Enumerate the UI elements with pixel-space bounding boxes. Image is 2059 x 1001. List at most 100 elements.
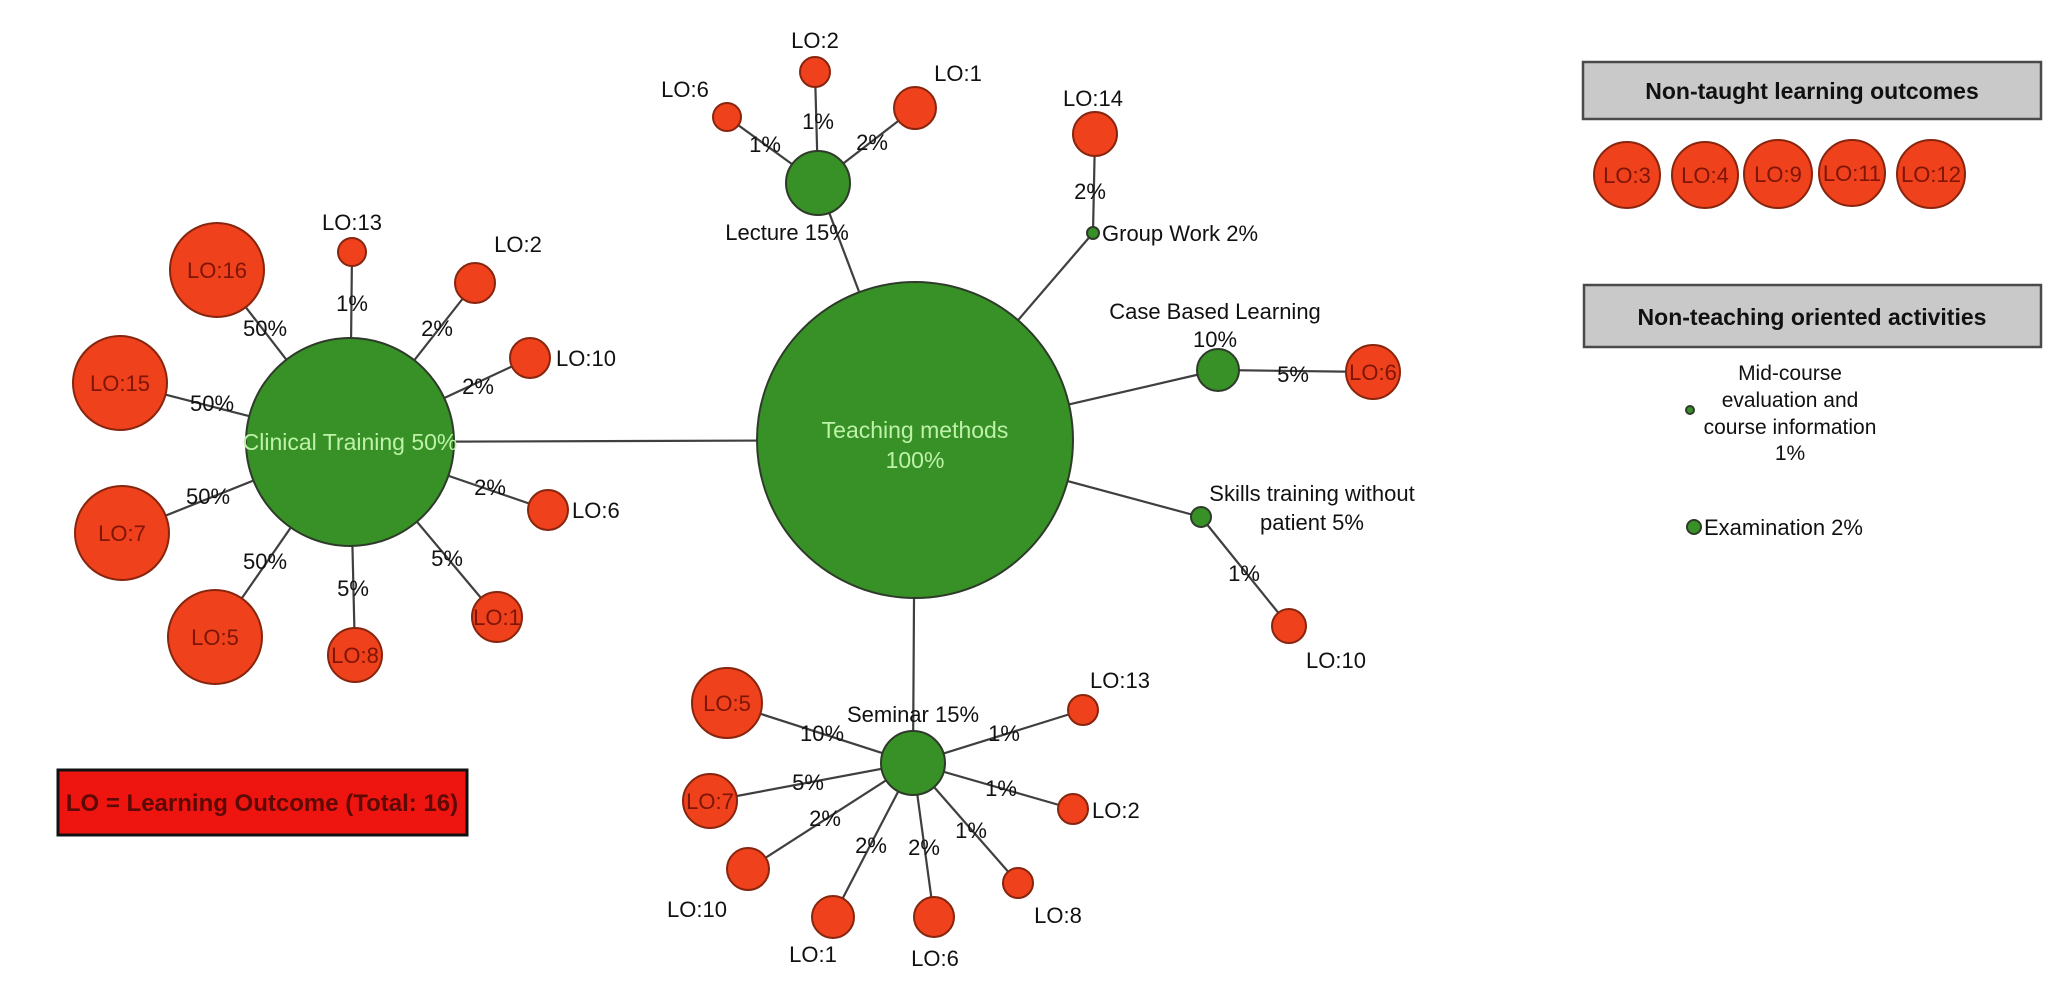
seminar-label: Seminar 15%	[847, 702, 979, 727]
nontaught-lo3-label: LO:3	[1603, 163, 1651, 188]
non-taught-title: Non-taught learning outcomes	[1645, 78, 1979, 104]
midcourse-label-line1: Mid-course	[1738, 362, 1842, 385]
node-clinical-lo13	[337, 237, 367, 267]
lecture-lo2-pct: 1%	[802, 109, 834, 134]
teaching-methods-label-line1: Teaching methods	[822, 417, 1009, 443]
nontaught-lo12-label: LO:12	[1901, 162, 1961, 187]
clinical-lo6-label: LO:6	[572, 498, 620, 523]
node-examination-dot	[1686, 519, 1702, 535]
node-nontaught-lo11	[1818, 139, 1886, 207]
node-seminar-lo7	[682, 773, 738, 829]
clinical-lo1-label: LO:1	[473, 605, 521, 630]
clinical-lo8-label: LO:8	[331, 643, 379, 668]
node-clinical-lo15	[72, 335, 168, 431]
seminar-lo7-pct: 5%	[792, 770, 824, 795]
lecture-lo6-pct: 1%	[749, 132, 781, 157]
nontaught-lo9-label: LO:9	[1754, 162, 1802, 187]
seminar-lo1-pct: 2%	[855, 833, 887, 858]
clinical-lo5-pct: 50%	[243, 549, 287, 574]
node-lecture	[785, 150, 851, 216]
clinical-training-label: Clinical Training 50%	[243, 429, 458, 455]
lecture-lo1-pct: 2%	[856, 130, 888, 155]
node-seminar-lo2	[1057, 793, 1089, 825]
clinical-lo16-label: LO:16	[187, 258, 247, 283]
cluster-case-based-learning: Case Based Learning 10% LO:6 5%	[1109, 299, 1401, 400]
cbl-lo6-pct: 5%	[1277, 362, 1309, 387]
examination-label: Examination 2%	[1704, 515, 1863, 540]
node-clinical-lo2	[454, 262, 496, 304]
cbl-lo6-label: LO:6	[1349, 360, 1397, 385]
nontaught-lo11-label: LO:11	[1823, 161, 1881, 186]
cluster-seminar: Seminar 15% LO:5 LO:7 LO:10 LO:1 LO:6 LO…	[667, 667, 1150, 971]
clinical-lo15-pct: 50%	[190, 391, 234, 416]
node-skills-lo10	[1271, 608, 1307, 644]
root-node: Teaching methods 100%	[756, 281, 1074, 599]
seminar-lo8-pct: 1%	[955, 818, 987, 843]
node-clinical-lo10	[509, 337, 551, 379]
skills-edges	[1200, 516, 1290, 627]
clinical-lo13-label: LO:13	[322, 210, 382, 235]
node-group-work	[1086, 226, 1100, 240]
seminar-lo2-label: LO:2	[1092, 798, 1140, 823]
seminar-lo6-label: LO:6	[911, 946, 959, 971]
clinical-lo6-pct: 2%	[474, 475, 506, 500]
clinical-lo7-pct: 50%	[186, 484, 230, 509]
clinical-lo16-pct: 50%	[243, 316, 287, 341]
edge-seminar-lo7	[709, 761, 914, 803]
clinical-lo1-pct: 5%	[431, 546, 463, 571]
panel-non-taught: Non-taught learning outcomes LO:3 LO:4 L…	[1581, 60, 2043, 209]
edge-skills-lo10	[1200, 516, 1290, 627]
panel-non-teaching: Non-teaching oriented activities Mid-cou…	[1582, 283, 2043, 540]
node-seminar-lo10	[726, 847, 770, 891]
skills-lo10-pct: 1%	[1228, 561, 1260, 586]
clinical-lo10-label: LO:10	[556, 346, 616, 371]
midcourse-label-line3: course information	[1704, 416, 1877, 439]
clinical-lo5-label: LO:5	[191, 625, 239, 650]
node-clinical-lo8	[327, 627, 383, 683]
lecture-lo1-label: LO:1	[934, 61, 982, 86]
seminar-lo7-label: LO:7	[686, 789, 734, 814]
nontaught-lo4-label: LO:4	[1681, 163, 1729, 188]
clinical-lo13-pct: 1%	[336, 291, 368, 316]
cluster-lecture: Lecture 15% LO:6 LO:2 LO:1 1% 1% 2%	[661, 28, 982, 245]
skills-label-line2: patient 5%	[1260, 510, 1364, 535]
lecture-label: Lecture 15%	[725, 220, 849, 245]
seminar-lo10-pct: 2%	[809, 806, 841, 831]
node-seminar-lo13	[1067, 694, 1099, 726]
node-seminar-lo1	[811, 895, 855, 939]
groupwork-lo14-label: LO:14	[1063, 86, 1123, 111]
node-cbl-lo6	[1345, 344, 1401, 400]
group-work-label: Group Work 2%	[1102, 221, 1258, 246]
node-nontaught-lo9	[1743, 139, 1813, 209]
skills-lo10-label: LO:10	[1306, 648, 1366, 673]
seminar-lo10-label: LO:10	[667, 897, 727, 922]
node-nontaught-lo3	[1593, 141, 1661, 209]
cluster-group-work: Group Work 2% LO:14 2%	[1063, 86, 1258, 246]
node-teaching-methods	[756, 281, 1074, 599]
seminar-lo6-pct: 2%	[908, 835, 940, 860]
midcourse-label-line2: evaluation and	[1722, 389, 1859, 412]
node-skills-training	[1190, 506, 1212, 528]
teaching-methods-label-line2: 100%	[886, 447, 945, 473]
cbl-label-line2: 10%	[1193, 327, 1237, 352]
seminar-lo1-label: LO:1	[789, 942, 837, 967]
non-taught-title-box	[1581, 60, 2043, 121]
skills-label-line1: Skills training without	[1209, 481, 1414, 506]
clinical-lo2-pct: 2%	[421, 316, 453, 341]
node-clinical-lo16	[169, 222, 265, 318]
legend: LO = Learning Outcome (Total: 16)	[56, 768, 469, 837]
node-lecture-lo2	[799, 56, 831, 88]
clinical-lo10-pct: 2%	[462, 374, 494, 399]
node-clinical-lo7	[74, 485, 170, 581]
seminar-lo5-label: LO:5	[703, 691, 751, 716]
node-lecture-lo1	[893, 86, 937, 130]
seminar-lo13-pct: 1%	[988, 721, 1020, 746]
node-nontaught-lo4	[1671, 141, 1739, 209]
non-teaching-title: Non-teaching oriented activities	[1638, 304, 1987, 330]
clinical-lo15-label: LO:15	[90, 371, 150, 396]
node-lecture-lo6	[712, 102, 742, 132]
legend-label: LO = Learning Outcome (Total: 16)	[66, 790, 458, 817]
cluster-skills-training: Skills training without patient 5% LO:10…	[1190, 481, 1415, 673]
non-teaching-title-box	[1582, 283, 2043, 349]
node-clinical-lo5	[167, 589, 263, 685]
